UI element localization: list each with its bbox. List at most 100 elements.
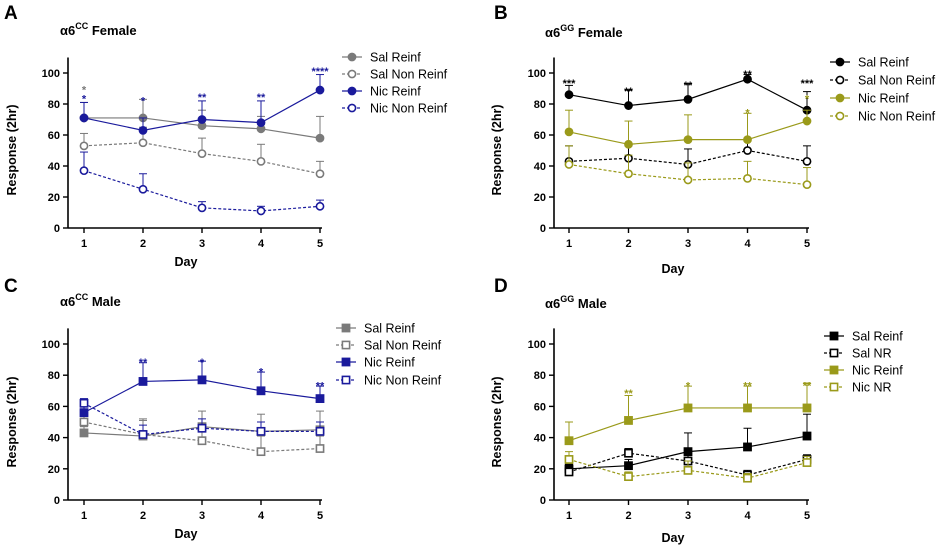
series-line <box>83 379 321 414</box>
legend-label: Nic Reinf <box>364 356 415 370</box>
legend-marker <box>347 86 357 96</box>
x-axis-label: Day <box>175 527 198 541</box>
panel-letter: B <box>494 3 508 24</box>
panel-letter: A <box>4 3 18 24</box>
significance-marker: **** <box>311 66 329 78</box>
data-point <box>79 408 89 418</box>
y-tick-label: 100 <box>528 68 546 80</box>
data-point <box>802 403 812 413</box>
data-point <box>197 436 207 446</box>
legend-label: Sal NR <box>852 347 892 361</box>
significance-marker: * <box>259 366 264 378</box>
data-point <box>138 430 148 439</box>
y-tick-label: 20 <box>48 192 60 204</box>
data-point <box>79 166 89 176</box>
data-point <box>564 160 574 169</box>
series-sal-reinf <box>564 74 812 115</box>
legend-marker <box>835 57 845 67</box>
x-tick-label: 2 <box>625 238 631 250</box>
legend-marker <box>835 75 845 85</box>
legend-label: Nic NR <box>852 381 892 395</box>
data-point <box>802 156 812 166</box>
data-point <box>683 94 693 104</box>
x-tick-label: 2 <box>140 510 146 522</box>
x-tick-label: 5 <box>804 510 810 522</box>
significance-marker: ** <box>684 80 693 92</box>
y-tick-label: 40 <box>534 433 546 445</box>
significance-marker: ** <box>743 69 752 81</box>
data-point <box>802 180 812 189</box>
data-point <box>315 169 325 179</box>
data-point <box>624 448 633 458</box>
legend-item: Sal Non Reinf <box>336 339 442 353</box>
x-tick-label: 3 <box>685 238 691 250</box>
legend-marker <box>829 331 839 341</box>
y-tick-label: 80 <box>534 99 546 111</box>
chart-title: α6GG Male <box>545 294 607 311</box>
data-point <box>743 135 752 145</box>
x-tick-label: 5 <box>317 238 323 250</box>
data-point <box>315 85 325 95</box>
data-point <box>743 146 752 155</box>
title-main: α6 <box>545 25 560 40</box>
legend-label: Nic Non Reinf <box>370 102 448 116</box>
data-point <box>315 394 325 403</box>
legend-marker <box>829 382 839 392</box>
significance-marker: ** <box>316 380 325 392</box>
significance-marker: * <box>686 380 691 392</box>
legend-label: Sal Reinf <box>364 322 415 336</box>
x-tick-label: 4 <box>258 510 265 522</box>
legend-item: Nic Non Reinf <box>830 110 936 124</box>
series-nic-non-reinf <box>79 398 325 439</box>
legend-label: Sal Non Reinf <box>370 68 448 82</box>
legend-marker <box>341 375 351 385</box>
data-point <box>315 426 325 436</box>
title-superscript: CC <box>75 292 88 302</box>
y-tick-label: 80 <box>48 99 60 111</box>
data-point <box>138 138 148 148</box>
y-tick-label: 80 <box>534 370 546 382</box>
x-tick-label: 5 <box>317 510 323 522</box>
data-point <box>79 428 89 438</box>
y-tick-label: 20 <box>534 464 546 476</box>
significance-marker: *** <box>563 78 577 90</box>
legend-item: Sal Non Reinf <box>342 68 448 82</box>
legend-item: Sal Reinf <box>336 322 415 336</box>
data-point <box>564 455 574 464</box>
series-nic-reinf <box>79 74 325 135</box>
y-tick-label: 60 <box>534 130 546 142</box>
significance-marker: * <box>82 94 87 106</box>
legend-marker <box>347 52 357 62</box>
x-tick-label: 1 <box>81 238 87 250</box>
data-point <box>802 431 812 441</box>
series-line <box>83 170 321 212</box>
title-rest: Female <box>88 23 136 38</box>
data-point <box>138 184 148 194</box>
data-point <box>79 398 89 408</box>
significance-marker: ** <box>803 380 812 392</box>
data-point <box>138 377 148 386</box>
data-point <box>256 156 266 166</box>
data-point <box>79 113 89 123</box>
data-point <box>743 442 752 452</box>
data-point <box>256 118 266 127</box>
x-axis-label: Day <box>662 531 685 545</box>
chart-title: α6GG Female <box>545 23 623 40</box>
legend-marker <box>347 69 357 79</box>
y-tick-label: 40 <box>534 161 546 173</box>
y-tick-label: 0 <box>540 495 546 507</box>
title-main: α6 <box>60 23 75 38</box>
title-main: α6 <box>545 296 560 311</box>
data-point <box>197 115 207 124</box>
data-point <box>315 444 325 453</box>
legend-marker <box>341 357 351 367</box>
significance-marker: *** <box>801 78 815 90</box>
legend-marker <box>341 323 351 333</box>
data-point <box>743 403 752 413</box>
title-rest: Male <box>88 294 121 309</box>
x-tick-label: 3 <box>199 238 205 250</box>
data-point <box>683 135 693 145</box>
x-tick-label: 4 <box>258 238 265 250</box>
data-point <box>802 116 812 126</box>
